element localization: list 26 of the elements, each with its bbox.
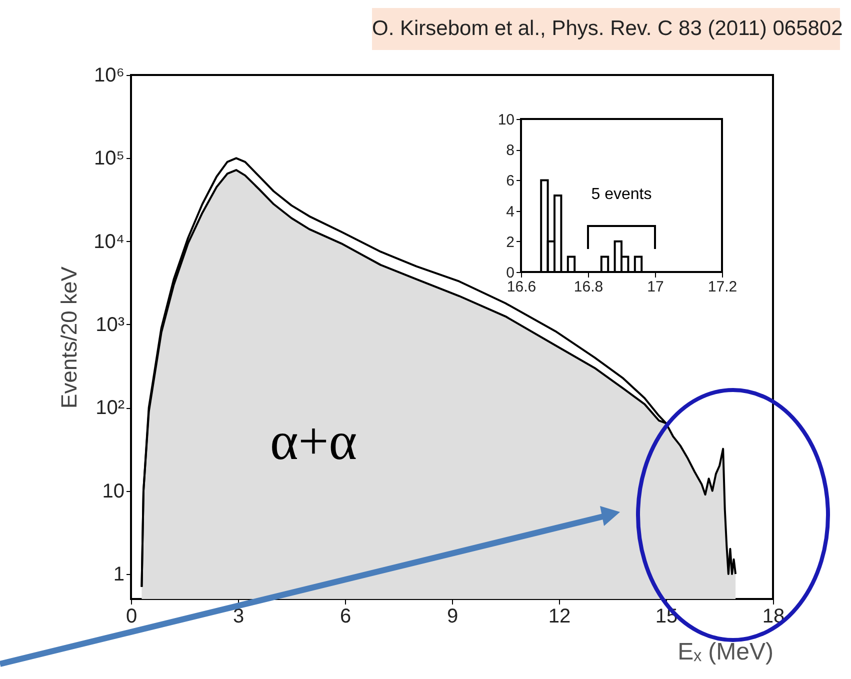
y-tick-label: 10³: [96, 314, 125, 336]
y-tick-label: 10⁴: [94, 230, 124, 253]
x-tick-label: 3: [232, 606, 244, 628]
y-tick-label: 10: [498, 112, 514, 128]
x-tick-label: 6: [340, 606, 352, 628]
y-tick-label: 8: [506, 142, 514, 160]
x-tick-label: 16.6: [506, 278, 536, 296]
x-tick-label: 9: [446, 606, 458, 628]
y-tick-label: 10²: [96, 397, 125, 420]
y-tick-label: 1: [113, 563, 124, 586]
x-tick-label: 12: [548, 606, 571, 628]
x-axis-title: Eₓ (MeV): [678, 638, 774, 666]
y-tick-label: 6: [506, 172, 514, 190]
x-tick-label: 16.8: [574, 278, 604, 296]
x-tick-label: 17: [647, 278, 664, 296]
annotation: 5 events: [590, 186, 653, 204]
text: O. Kirsebom et al., Phys. Rev. C 83 (2011) 065802: [372, 8, 843, 50]
y-tick-label: 0: [506, 264, 514, 282]
y-tick-label: 10⁶: [94, 64, 124, 86]
y-axis-title: Events/20 keV: [56, 266, 82, 408]
y-tick-label: 2: [506, 234, 514, 251]
y-tick-label: 10⁵: [94, 148, 124, 170]
y-tick-label: 4: [506, 203, 514, 220]
y-tick-label: 10: [102, 480, 124, 502]
annotation: α+α: [270, 410, 358, 472]
x-tick-label: 17.2: [708, 278, 738, 296]
